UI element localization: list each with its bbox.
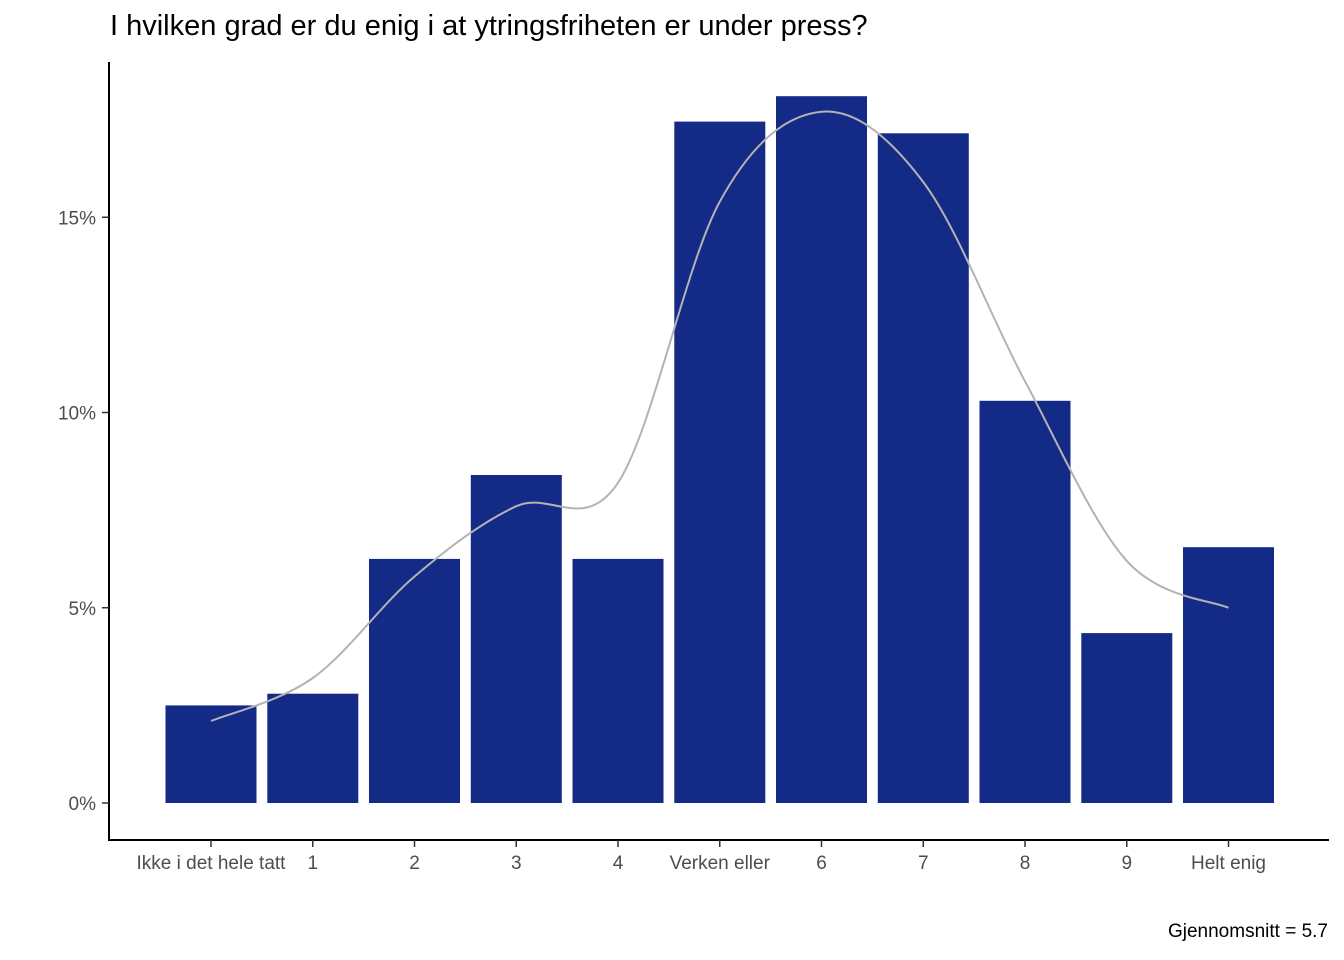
bar-6 bbox=[776, 96, 867, 803]
smooth-line-layer bbox=[210, 110, 1229, 722]
x-tick-label: 1 bbox=[307, 853, 318, 874]
axes-layer bbox=[108, 62, 1329, 841]
x-tick-label: 8 bbox=[1020, 853, 1031, 874]
bar-3 bbox=[470, 475, 562, 803]
x-tick-label: 3 bbox=[511, 853, 522, 874]
x-tick-label: Ikke i det hele tatt bbox=[137, 853, 287, 874]
x-tick-label: Verken eller bbox=[670, 853, 771, 874]
x-tick-label: 2 bbox=[409, 853, 420, 874]
y-tick-label: 15% bbox=[58, 208, 96, 229]
y-tick-label: 10% bbox=[58, 404, 96, 425]
smooth-density-line bbox=[210, 110, 1229, 722]
x-tick-label: 6 bbox=[816, 853, 827, 874]
ticks-layer: 0% 5% 10% 15% Ikke i det hele tatt 1 2 3 4 Verken… bbox=[58, 208, 1266, 874]
bars-layer bbox=[165, 96, 1274, 804]
bar-verken-eller bbox=[674, 121, 766, 804]
x-tick-label: 4 bbox=[613, 853, 624, 874]
bar-ikke-i-det-hele-tatt bbox=[165, 705, 257, 803]
chart-title: I hvilken grad er du enig i at ytringsfr… bbox=[110, 10, 868, 42]
bar-1 bbox=[267, 693, 359, 803]
bar-9 bbox=[1081, 633, 1173, 803]
mean-caption: Gjennomsnitt = 5.7 bbox=[1167, 921, 1328, 942]
bar-helt-enig bbox=[1183, 547, 1274, 803]
bar-2 bbox=[369, 558, 460, 803]
bar-8 bbox=[979, 400, 1071, 803]
y-tick-label: 5% bbox=[69, 599, 97, 620]
bar-4 bbox=[572, 558, 664, 803]
x-tick-label: Helt enig bbox=[1191, 853, 1266, 874]
x-tick-label: 7 bbox=[918, 853, 929, 874]
y-tick-label: 0% bbox=[69, 794, 97, 815]
bar-7 bbox=[877, 133, 969, 804]
x-tick-label: 9 bbox=[1121, 853, 1132, 874]
